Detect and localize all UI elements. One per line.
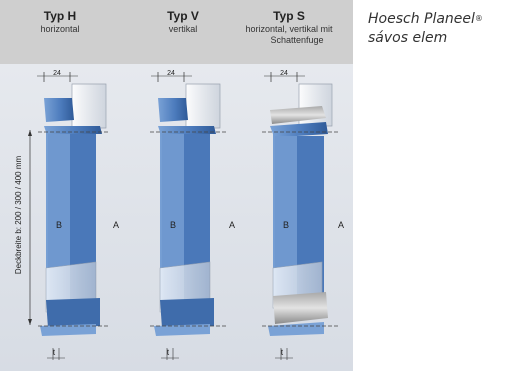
panel-diagram: Typ H horizontal Typ V vertikal Typ S ho… <box>0 0 353 371</box>
registered-mark: ® <box>475 14 483 23</box>
panel-diagram-svg: Typ H horizontal Typ V vertikal Typ S ho… <box>0 0 353 371</box>
caption-line-1: Hoesch Planeel® <box>368 10 503 29</box>
col-v-label-b: B <box>170 220 176 230</box>
col-s-type: Typ S <box>273 9 305 23</box>
caption-title: Hoesch Planeel <box>368 11 475 27</box>
side-dimension-label: Deckbreite b: 200 / 300 / 400 mm <box>14 156 23 275</box>
col-v-label-a: A <box>229 220 235 230</box>
col-s-dim-top: 24 <box>280 70 288 77</box>
col-v-type: Typ V <box>167 9 199 23</box>
col-v-dim-top: 24 <box>167 70 175 77</box>
col-s-label-a: A <box>338 220 344 230</box>
col-h-type: Typ H <box>44 9 76 23</box>
col-s-orientation-2: Schattenfuge <box>270 35 323 45</box>
caption-line-2: sávos elem <box>368 29 503 48</box>
caption: Hoesch Planeel® sávos elem <box>368 10 503 48</box>
col-s-orientation: horizontal, vertikal mit <box>245 24 333 34</box>
col-h-dim-top: 24 <box>53 70 61 77</box>
col-v-orientation: vertikal <box>169 24 198 34</box>
col-h-orientation: horizontal <box>40 24 79 34</box>
col-h-label-b: B <box>56 220 62 230</box>
col-s-label-b: B <box>283 220 289 230</box>
col-h-label-a: A <box>113 220 119 230</box>
